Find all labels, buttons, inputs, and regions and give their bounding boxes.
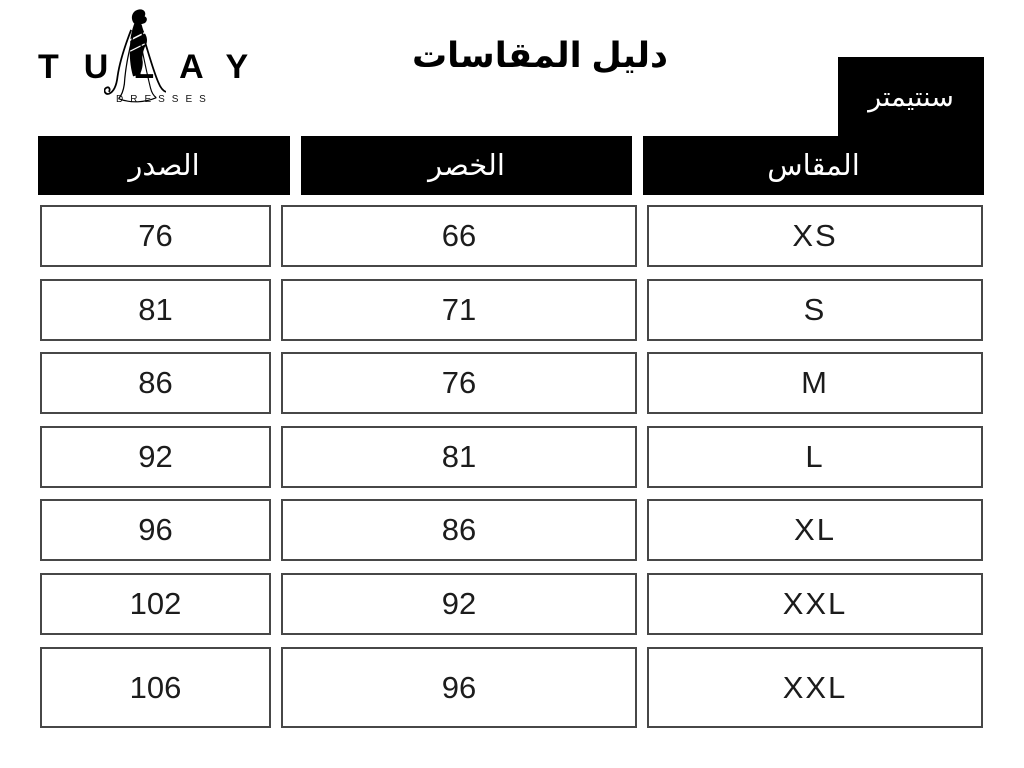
table-row: 96 86 XL	[0, 499, 1024, 561]
cell-waist: 76	[281, 352, 637, 414]
cell-waist: 92	[281, 573, 637, 635]
cell-waist: 81	[281, 426, 637, 488]
cell-chest: 81	[40, 279, 271, 341]
cell-size: XXL	[647, 573, 983, 635]
brand-tagline: DRESSES	[116, 94, 213, 105]
cell-size: M	[647, 352, 983, 414]
cell-chest: 96	[40, 499, 271, 561]
header-cell-size: المقاس	[643, 136, 984, 195]
table-row: 106 96 XXL	[0, 647, 1024, 728]
cell-waist: 86	[281, 499, 637, 561]
header-cell-chest: الصدر	[38, 136, 290, 195]
header-cell-waist: الخصر	[301, 136, 632, 195]
table-row: 102 92 XXL	[0, 573, 1024, 635]
table-row: 81 71 S	[0, 279, 1024, 341]
cell-size: XXL	[647, 647, 983, 728]
cell-chest: 102	[40, 573, 271, 635]
table-row: 92 81 L	[0, 426, 1024, 488]
brand-logo: TULAY DRESSES	[18, 6, 278, 110]
cell-waist: 66	[281, 205, 637, 267]
cell-chest: 76	[40, 205, 271, 267]
table-row: 86 76 M	[0, 352, 1024, 414]
cell-chest: 106	[40, 647, 271, 728]
cell-chest: 86	[40, 352, 271, 414]
cell-chest: 92	[40, 426, 271, 488]
cell-size: L	[647, 426, 983, 488]
table-row: 76 66 XS	[0, 205, 1024, 267]
cell-waist: 71	[281, 279, 637, 341]
cell-size: XS	[647, 205, 983, 267]
cell-size: XL	[647, 499, 983, 561]
cell-size: S	[647, 279, 983, 341]
unit-badge: سنتيمتر	[838, 57, 984, 137]
dress-icon	[104, 9, 166, 103]
cell-waist: 96	[281, 647, 637, 728]
page-title: دليل المقاسات	[411, 36, 669, 75]
